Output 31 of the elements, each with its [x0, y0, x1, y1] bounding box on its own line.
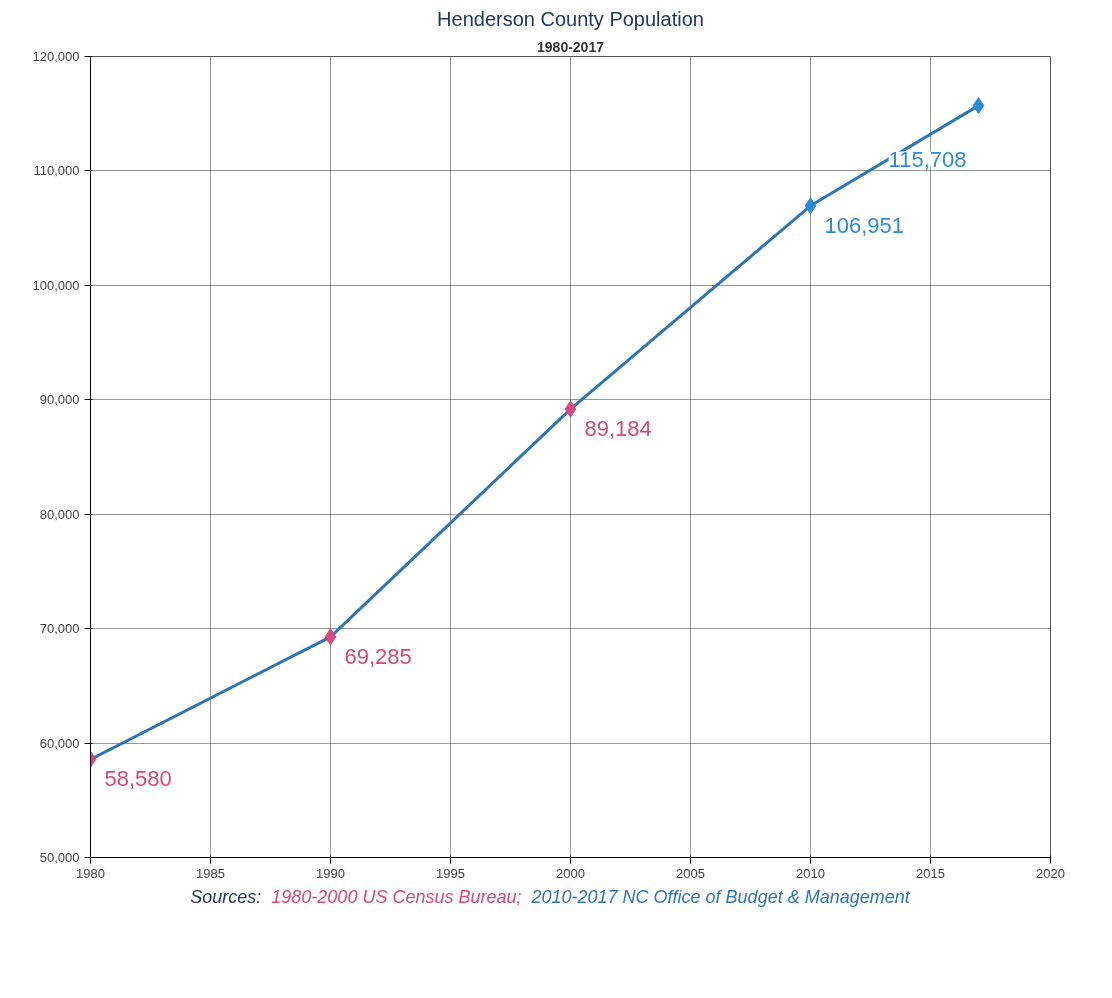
data-label: 106,951: [824, 212, 905, 238]
point: [972, 97, 985, 115]
point: [564, 400, 577, 418]
y-tick-label: 110,000: [33, 163, 80, 179]
source-note: Sources:: [190, 887, 262, 907]
x-tick-label: 1980: [76, 865, 105, 881]
x-tick-label: 2015: [916, 865, 945, 881]
x-tick-label: 2005: [676, 865, 705, 881]
x-tick-label: 2000: [556, 865, 585, 881]
point: [804, 197, 817, 215]
chart-title: Henderson County Population: [437, 7, 704, 30]
x-tick-label: 2020: [1036, 865, 1065, 881]
chart-subtitle: 1980-2017: [537, 38, 605, 55]
data-label: 89,184: [584, 416, 652, 442]
text: 1980-2000 US Census Bureau;: [271, 887, 522, 907]
y-tick-label: 120,000: [32, 49, 80, 64]
data-label: 69,285: [344, 643, 412, 669]
x-tick-label: 1995: [436, 865, 465, 881]
y-tick-label: 80,000: [39, 506, 80, 522]
y-tick-label: 100,000: [32, 277, 80, 293]
y-tick-label: 90,000: [39, 392, 80, 408]
y-tick-label: 70,000: [39, 621, 80, 637]
x-tick-label: 2010: [796, 865, 825, 881]
x-tick-label: 1990: [316, 865, 345, 881]
y-tick-label: 60,000: [39, 735, 80, 751]
data-label: 58,580: [104, 766, 172, 792]
text: 2010-2017 NC Office of Budget & Management: [531, 887, 910, 907]
y-tick-label: 50,000: [39, 850, 80, 865]
data-label: 115,708: [888, 146, 967, 172]
point: [324, 628, 337, 646]
x-tick-label: 1985: [196, 865, 225, 881]
